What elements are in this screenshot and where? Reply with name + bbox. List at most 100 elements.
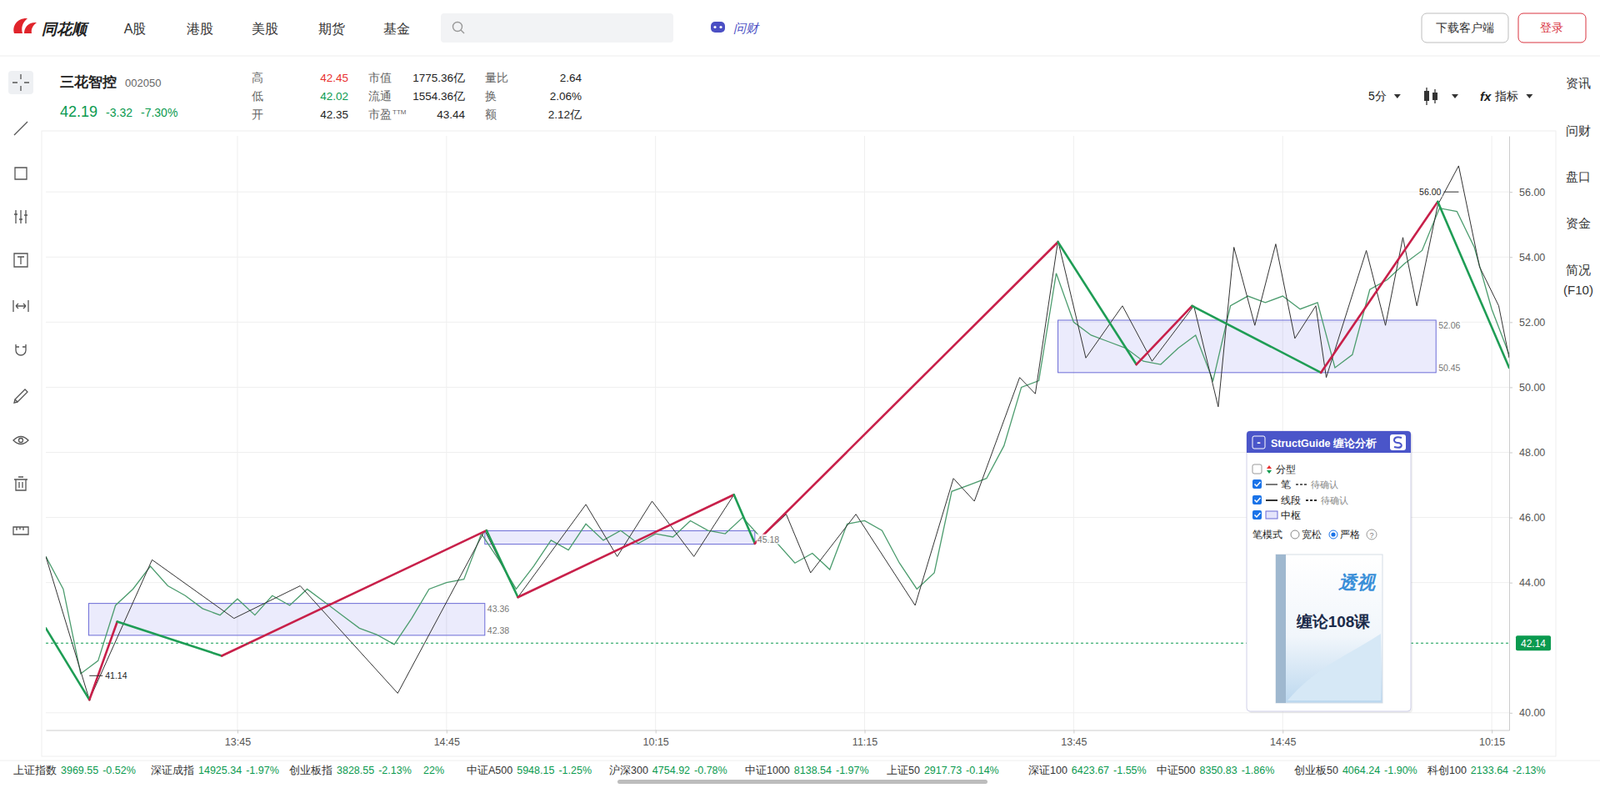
ticker-item[interactable]: 中证5008350.83-1.86%: [1156, 764, 1275, 776]
tool-icon[interactable]: [14, 389, 28, 403]
nav-item[interactable]: 基金: [383, 21, 410, 36]
help-label[interactable]: ?: [1369, 530, 1374, 540]
search-field[interactable]: [440, 13, 674, 43]
y-axis-line: [1509, 136, 1510, 731]
zhongshu-label-group: 43.36: [486, 603, 510, 614]
segment-line: [734, 494, 755, 544]
ask-link[interactable]: 问财: [710, 20, 760, 35]
dropdown-arrow[interactable]: [1451, 94, 1459, 99]
ticker-name: 上证50: [886, 764, 920, 776]
ticker-item[interactable]: 中证10008138.54-1.97%: [745, 764, 870, 776]
ticker-change: -1.97%: [835, 764, 870, 776]
help-icon[interactable]: [1366, 529, 1377, 540]
login-button[interactable]: 登录: [1518, 13, 1586, 43]
download-button[interactable]: 下载客户端: [1421, 13, 1509, 43]
y-tick-mark: [1509, 712, 1513, 714]
book-spine: [1275, 554, 1286, 703]
dropdown-arrow[interactable]: [1394, 94, 1401, 99]
x-tick-label: 11:15: [852, 735, 878, 748]
ticker-item[interactable]: 科创1002133.64-2.13%: [1427, 764, 1546, 776]
nav-item[interactable]: A股: [124, 21, 147, 36]
label-patch: [1437, 320, 1461, 330]
zhongshu-label: 45.18: [757, 534, 780, 545]
annotation-label-group: 56.00: [1418, 186, 1442, 197]
button-frame[interactable]: [1518, 13, 1586, 43]
book-cover[interactable]: 透视缠论108课: [1275, 554, 1383, 703]
x-tick-mark: [237, 730, 239, 734]
label-patch: [486, 625, 510, 635]
y-tick-label: 46.00: [1519, 511, 1545, 524]
ask-icon: [710, 21, 725, 33]
zhongshu-label-group: 50.45: [1437, 362, 1461, 373]
toggle-label: 分型: [1275, 464, 1296, 475]
collapse-button[interactable]: [1252, 435, 1265, 449]
ticker-item[interactable]: 创业板504064.24-1.90%: [1294, 764, 1418, 776]
tool-icon[interactable]: [13, 300, 29, 312]
segment-line: [45, 627, 90, 700]
book-face: [1275, 554, 1383, 703]
y-tick: 48.00: [1509, 446, 1545, 459]
toggle-checkbox[interactable]: [1252, 464, 1262, 474]
search-box[interactable]: [440, 13, 674, 43]
chart-frame: [41, 130, 1556, 756]
toggle-checkbox[interactable]: [1252, 495, 1262, 505]
tool-icon[interactable]: [14, 476, 28, 490]
toggle-checkbox[interactable]: [1252, 479, 1262, 489]
tool-icon[interactable]: [15, 167, 27, 180]
sidebar-tab[interactable]: 资金: [1565, 215, 1591, 230]
sidebar-tab[interactable]: 简况(F10): [1563, 262, 1594, 297]
tool-icon[interactable]: [13, 526, 29, 535]
ticker-value: 4754.92: [652, 764, 690, 776]
nav-item[interactable]: 港股: [186, 21, 214, 36]
tool-icon[interactable]: [14, 253, 28, 267]
collapse-label[interactable]: -: [1256, 435, 1260, 449]
tool-icon[interactable]: [14, 210, 28, 224]
indicator-select[interactable]: 指标: [1494, 89, 1519, 103]
sidebar-tab[interactable]: 盘口: [1565, 169, 1591, 184]
scrollbar-thumb[interactable]: [617, 779, 988, 784]
pending-icon: [1295, 483, 1308, 485]
nav-item[interactable]: 期货: [318, 21, 345, 36]
label-patch: [104, 670, 128, 680]
tool-icon[interactable]: [15, 344, 26, 355]
x-tick-mark: [865, 730, 866, 734]
book-title: 透视: [1337, 571, 1377, 593]
ticker-item[interactable]: 创业板指3828.55-2.13%: [289, 764, 412, 776]
tool-icon[interactable]: [12, 74, 30, 91]
button-frame[interactable]: [1421, 13, 1509, 43]
ticker-item[interactable]: 沪深3004754.92-0.78%: [609, 763, 728, 776]
ask-text[interactable]: 问财: [733, 20, 760, 35]
button-text[interactable]: 登录: [1540, 20, 1564, 35]
stat-value: 2.64: [560, 71, 583, 85]
mode-option[interactable]: 宽松: [1301, 528, 1322, 540]
tool-icon[interactable]: [14, 121, 28, 135]
toggle-checkbox[interactable]: [1252, 510, 1262, 520]
y-tick: 56.00: [1509, 186, 1545, 199]
label-line: (F10): [1563, 282, 1594, 297]
pending-label: 待确认: [1320, 495, 1349, 505]
mode-radio[interactable]: [1329, 530, 1338, 539]
ticker-item[interactable]: 深证成指14925.34-1.97%: [150, 764, 280, 776]
ticker-change: -1.25%: [558, 764, 592, 776]
mode-radio[interactable]: [1290, 530, 1300, 539]
button-text[interactable]: 下载客户端: [1435, 20, 1495, 35]
ticker-item[interactable]: 中证A5005948.15-1.25%: [466, 764, 592, 776]
sidebar-tab[interactable]: 资讯: [1565, 75, 1591, 90]
stat-label: 市盈: [368, 108, 392, 121]
dropdown-arrow[interactable]: [1525, 94, 1533, 99]
ticker-item[interactable]: 上证502917.73-0.14%: [886, 764, 1000, 776]
search-icon: [460, 30, 465, 34]
period-select[interactable]: 5分: [1368, 89, 1387, 103]
tool-icon[interactable]: [13, 436, 29, 445]
logo[interactable]: 同花顺: [13, 18, 90, 38]
pending-label: 待确认: [1310, 479, 1339, 490]
nav-item[interactable]: 美股: [251, 21, 279, 36]
sidebar-tab[interactable]: 问财: [1565, 123, 1591, 138]
segment-line: [1437, 201, 1510, 368]
ticker-item[interactable]: 22%: [423, 764, 445, 776]
mode-option[interactable]: 严格: [1340, 529, 1360, 540]
ticker-item[interactable]: 深证1006423.67-1.55%: [1028, 764, 1147, 776]
x-tick: 13:45: [1060, 730, 1087, 749]
toggle-icon: [1265, 510, 1278, 519]
ticker-item[interactable]: 上证指数3969.55-0.52%: [13, 764, 136, 776]
